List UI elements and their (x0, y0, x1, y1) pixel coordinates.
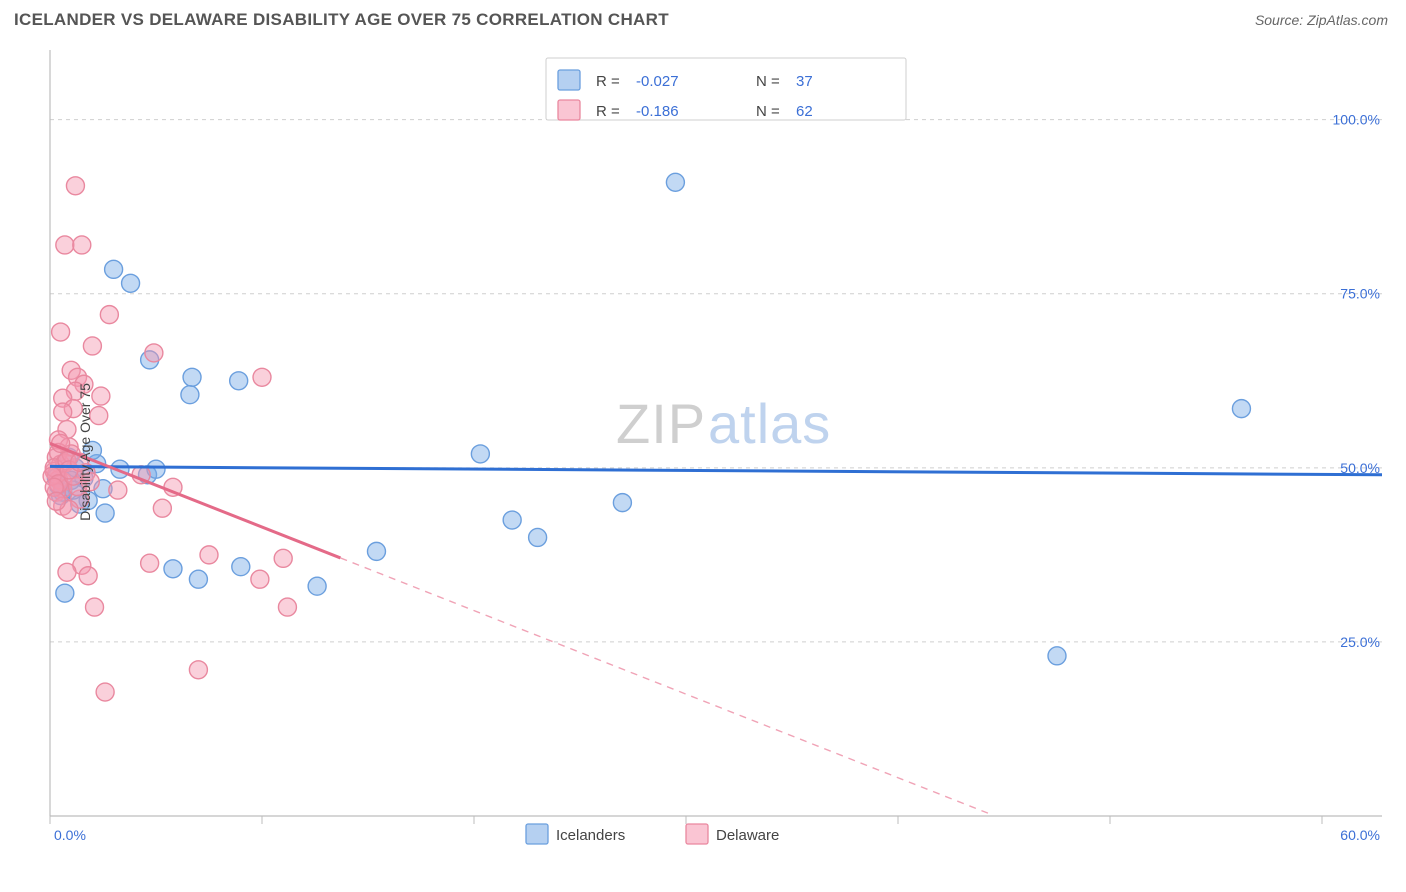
data-point (105, 260, 123, 278)
watermark: atlas (708, 392, 831, 455)
data-point (278, 598, 296, 616)
legend-chip (526, 824, 548, 844)
legend-r-label: R = (596, 73, 620, 90)
legend-chip (686, 824, 708, 844)
legend-chip (558, 100, 580, 120)
legend-series-label: Icelanders (556, 827, 625, 844)
data-point (79, 567, 97, 585)
data-point (471, 445, 489, 463)
data-point (251, 570, 269, 588)
data-point (83, 337, 101, 355)
data-point (200, 546, 218, 564)
data-point (109, 481, 127, 499)
data-point (529, 528, 547, 546)
data-point (503, 511, 521, 529)
data-point (52, 323, 70, 341)
legend-n-value: 37 (796, 73, 813, 90)
data-point (141, 554, 159, 572)
x-tick-label: 0.0% (54, 827, 86, 843)
y-tick-label: 75.0% (1340, 286, 1380, 302)
data-point (56, 236, 74, 254)
data-point (47, 492, 65, 510)
data-point (100, 306, 118, 324)
data-point (96, 504, 114, 522)
chart-source: Source: ZipAtlas.com (1255, 12, 1388, 28)
data-point (367, 542, 385, 560)
legend-r-label: R = (596, 103, 620, 120)
chart-header: ICELANDER VS DELAWARE DISABILITY AGE OVE… (0, 0, 1406, 36)
data-point (92, 387, 110, 405)
data-point (189, 570, 207, 588)
chart-area: Disability Age Over 75 25.0%50.0%75.0%10… (14, 44, 1392, 860)
legend-n-value: 62 (796, 103, 813, 120)
data-point (183, 368, 201, 386)
data-point (153, 499, 171, 517)
scatter-chart: 25.0%50.0%75.0%100.0%0.0%60.0%ZIPatlasR … (14, 44, 1392, 860)
data-point (666, 173, 684, 191)
legend-chip (558, 70, 580, 90)
watermark: ZIP (616, 392, 706, 455)
legend-n-label: N = (756, 103, 780, 120)
data-point (86, 598, 104, 616)
legend-n-label: N = (756, 73, 780, 90)
data-point (1048, 647, 1066, 665)
data-point (56, 584, 74, 602)
data-point (96, 683, 114, 701)
legend-r-value: -0.186 (636, 103, 679, 120)
y-tick-label: 100.0% (1333, 112, 1380, 128)
data-point (164, 560, 182, 578)
legend-series-label: Delaware (716, 827, 779, 844)
y-axis-title: Disability Age Over 75 (77, 383, 93, 521)
data-point (58, 563, 76, 581)
data-point (145, 344, 163, 362)
legend-r-value: -0.027 (636, 73, 679, 90)
chart-title: ICELANDER VS DELAWARE DISABILITY AGE OVE… (14, 10, 669, 30)
x-tick-label: 60.0% (1340, 827, 1380, 843)
data-point (253, 368, 271, 386)
y-tick-label: 25.0% (1340, 634, 1380, 650)
data-point (308, 577, 326, 595)
trendline-delaware-extrapolated (340, 558, 993, 815)
data-point (613, 494, 631, 512)
data-point (73, 236, 91, 254)
data-point (1232, 400, 1250, 418)
data-point (66, 177, 84, 195)
data-point (54, 403, 72, 421)
data-point (122, 274, 140, 292)
data-point (189, 661, 207, 679)
data-point (274, 549, 292, 567)
data-point (232, 558, 250, 576)
data-point (230, 372, 248, 390)
data-point (181, 386, 199, 404)
